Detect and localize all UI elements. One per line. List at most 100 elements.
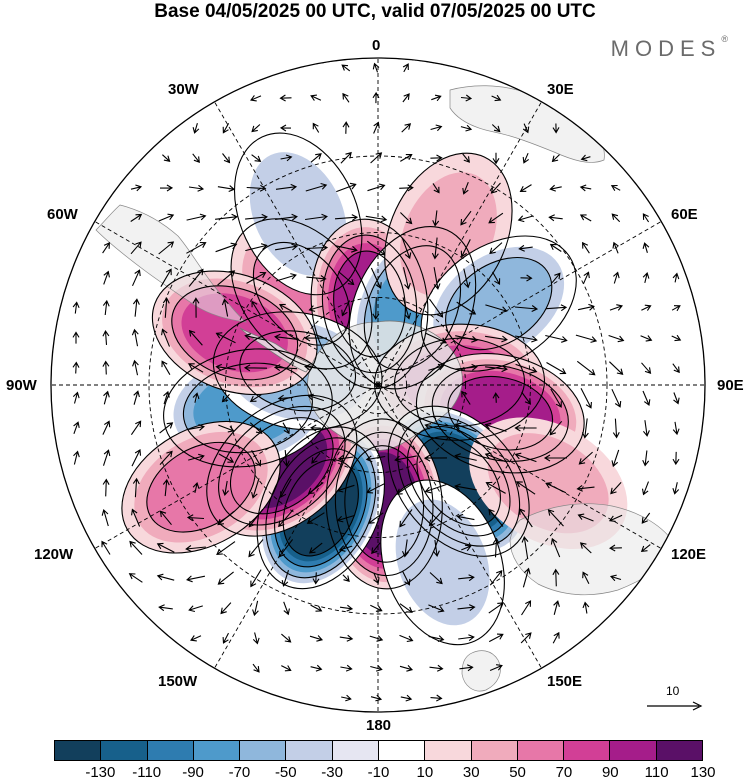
longitude-label-60e: 60E [671,206,698,223]
wind-vector [161,360,171,375]
wind-vector [186,241,207,254]
longitude-label-150w: 150W [158,673,198,690]
wind-vector [251,450,262,467]
wind-vector [552,123,560,134]
wind-vector [72,361,80,374]
wind-vector [492,271,501,286]
reference-vector [647,701,703,711]
wind-vector [454,453,477,461]
wind-vector [485,365,508,373]
contour-line [230,218,373,370]
wind-vector [132,359,139,376]
wind-vector [338,271,355,286]
wind-vector [430,154,443,162]
wind-vector [459,664,474,672]
wind-vector [306,275,327,282]
wind-vector [609,544,622,552]
wind-vector [156,542,175,553]
wind-vector [430,694,443,702]
wind-vector [543,454,567,462]
wind-vector [610,482,622,495]
wind-vector [218,424,235,433]
wind-vector [641,481,650,496]
wind-vector [307,482,324,495]
wind-vector [304,244,329,252]
wind-vector [429,298,444,318]
wind-vector [609,304,624,311]
wind-vector [334,214,359,222]
colorbar-tick-label: -10 [367,764,390,781]
wind-vector [549,420,563,436]
longitude-label-0: 0 [372,37,381,54]
contour-line [397,415,521,547]
wind-vector [642,272,650,284]
wind-vector [338,545,353,552]
wind-vector [188,268,204,287]
wind-vector [162,154,171,163]
wind-vector [339,604,354,612]
brand-logo: MODES® [611,34,728,62]
wind-vector [340,151,352,164]
meridian-line [377,101,542,386]
wind-vector [281,665,292,672]
wind-vector [279,124,292,132]
wind-vector [576,360,596,376]
wind-vector [432,183,440,194]
wind-vector [484,452,507,463]
colorbar-segment [332,741,379,760]
wind-vector [341,694,352,702]
wind-vector [521,536,529,559]
wind-vector [307,393,325,402]
wind-vectors [72,62,682,702]
wind-vector [340,664,353,672]
wind-vector [673,392,680,405]
wind-vector [399,184,414,192]
longitude-label-30w: 30W [168,81,199,98]
colorbar-tick-label: -70 [228,764,251,781]
colorbar-segment [610,741,657,760]
wind-vector [401,237,412,260]
colorbar-tick-label: -30 [321,764,343,781]
wind-vector [462,181,469,195]
wind-vector [517,215,534,223]
contour-line [206,394,358,537]
wind-vector [399,634,414,643]
wind-vector [432,539,440,558]
wind-vector [402,63,409,73]
wind-vector [402,570,411,586]
colorbar-segment [425,741,472,760]
colorbar-tick-label: -90 [182,764,204,781]
latitude-circle [225,232,531,538]
wind-vector [551,154,560,163]
wind-vector [433,267,441,290]
wind-vector [277,394,294,402]
wind-vector [550,388,562,408]
wind-vector [460,210,472,226]
wind-vector [156,573,175,581]
wind-vector [162,478,170,497]
wind-vector [609,574,622,582]
wind-vector [251,300,261,315]
longitude-label-150e: 150E [547,673,583,690]
wind-vector [492,537,500,558]
wind-vector [547,509,564,527]
wind-vector [365,455,386,463]
wind-vector [399,665,414,672]
wind-vector [454,483,477,491]
wind-vector [519,184,532,192]
wind-vector [366,483,386,494]
wind-vector [102,449,111,466]
wind-vector [215,332,236,344]
wind-vector [273,364,298,372]
wind-vector [549,184,562,192]
wind-vector [72,391,80,404]
wind-vector [671,305,681,312]
wind-vector [582,571,590,584]
wind-vector [372,91,380,104]
wind-vector [130,241,142,255]
wind-vector [428,604,445,613]
wind-vector [102,330,110,345]
wind-vector [222,632,229,644]
wind-vector [608,334,625,343]
wind-vector [642,242,650,253]
